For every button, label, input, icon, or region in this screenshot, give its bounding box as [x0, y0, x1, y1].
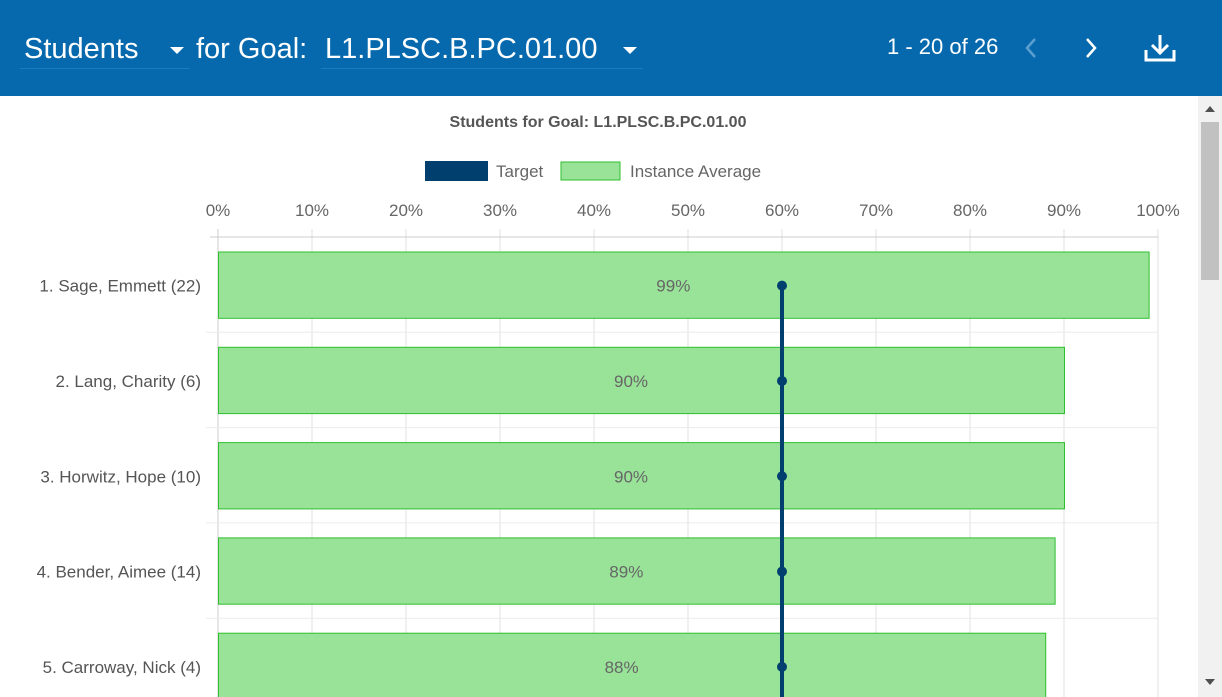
- legend: Target Instance Average: [425, 161, 761, 181]
- scrollbar-thumb[interactable]: [1201, 122, 1219, 280]
- next-page-button[interactable]: [1076, 33, 1106, 63]
- x-tick-label: 0%: [206, 201, 231, 220]
- previous-page-button[interactable]: [1017, 33, 1047, 63]
- chevron-down-icon: [170, 47, 184, 54]
- bar[interactable]: [218, 251, 1150, 319]
- bar[interactable]: [218, 346, 1065, 415]
- bar[interactable]: [218, 442, 1065, 510]
- target-point[interactable]: [777, 471, 787, 482]
- chart-area: Students for Goal: L1.PLSC.B.PC.01.00 Ta…: [0, 96, 1198, 697]
- chevron-down-icon: [623, 47, 637, 54]
- x-tick-label: 90%: [1047, 201, 1081, 220]
- legend-target-swatch: [425, 161, 488, 181]
- target-point[interactable]: [777, 566, 787, 577]
- x-tick-label: 70%: [859, 201, 893, 220]
- entity-select-value: Students: [24, 32, 139, 65]
- bar-chart: Students for Goal: L1.PLSC.B.PC.01.00 Ta…: [37, 114, 1180, 697]
- chevron-right-icon: [1086, 38, 1097, 58]
- chevron-left-icon: [1025, 38, 1036, 58]
- pagination-text: 1 - 20 of 26: [887, 34, 999, 59]
- legend-average-swatch: [560, 161, 621, 181]
- target-point[interactable]: [777, 375, 787, 386]
- x-tick-label: 40%: [577, 201, 611, 220]
- target-point[interactable]: [777, 280, 787, 291]
- chart-title: Students for Goal: L1.PLSC.B.PC.01.00: [450, 114, 747, 131]
- x-tick-label: 50%: [671, 201, 705, 220]
- entity-select[interactable]: Students: [20, 30, 190, 69]
- x-tick-label: 60%: [765, 201, 799, 220]
- goal-select[interactable]: L1.PLSC.B.PC.01.00: [321, 30, 643, 69]
- bar-value-label: 90%: [614, 467, 648, 486]
- legend-target-label: Target: [496, 162, 544, 181]
- bar-value-label: 88%: [605, 658, 639, 677]
- x-tick-label: 20%: [389, 201, 423, 220]
- category-label: 5. Carroway, Nick (4): [43, 658, 201, 677]
- goal-select-value: L1.PLSC.B.PC.01.00: [325, 32, 598, 65]
- bar[interactable]: [218, 537, 1056, 605]
- category-label: 1. Sage, Emmett (22): [39, 277, 201, 296]
- scroll-up-arrow-icon[interactable]: [1205, 106, 1215, 112]
- category-label: 3. Horwitz, Hope (10): [40, 467, 201, 486]
- x-tick-label: 10%: [295, 201, 329, 220]
- x-tick-label: 100%: [1136, 201, 1179, 220]
- download-icon: [1144, 35, 1176, 62]
- legend-average-label: Instance Average: [630, 162, 761, 181]
- category-label: 2. Lang, Charity (6): [55, 372, 201, 391]
- download-button[interactable]: [1142, 32, 1178, 64]
- bar-value-label: 89%: [609, 563, 643, 582]
- category-label: 4. Bender, Aimee (14): [37, 563, 201, 582]
- vertical-scrollbar[interactable]: [1198, 96, 1222, 697]
- x-tick-label: 30%: [483, 201, 517, 220]
- x-tick-label: 80%: [953, 201, 987, 220]
- for-goal-label: for Goal:: [196, 33, 308, 65]
- bar[interactable]: [218, 632, 1047, 697]
- target-point[interactable]: [777, 661, 787, 672]
- scroll-down-arrow-icon[interactable]: [1205, 679, 1215, 685]
- bar-value-label: 99%: [656, 277, 690, 296]
- bar-value-label: 90%: [614, 372, 648, 391]
- top-bar: Students for Goal: L1.PLSC.B.PC.01.00 1 …: [0, 0, 1222, 96]
